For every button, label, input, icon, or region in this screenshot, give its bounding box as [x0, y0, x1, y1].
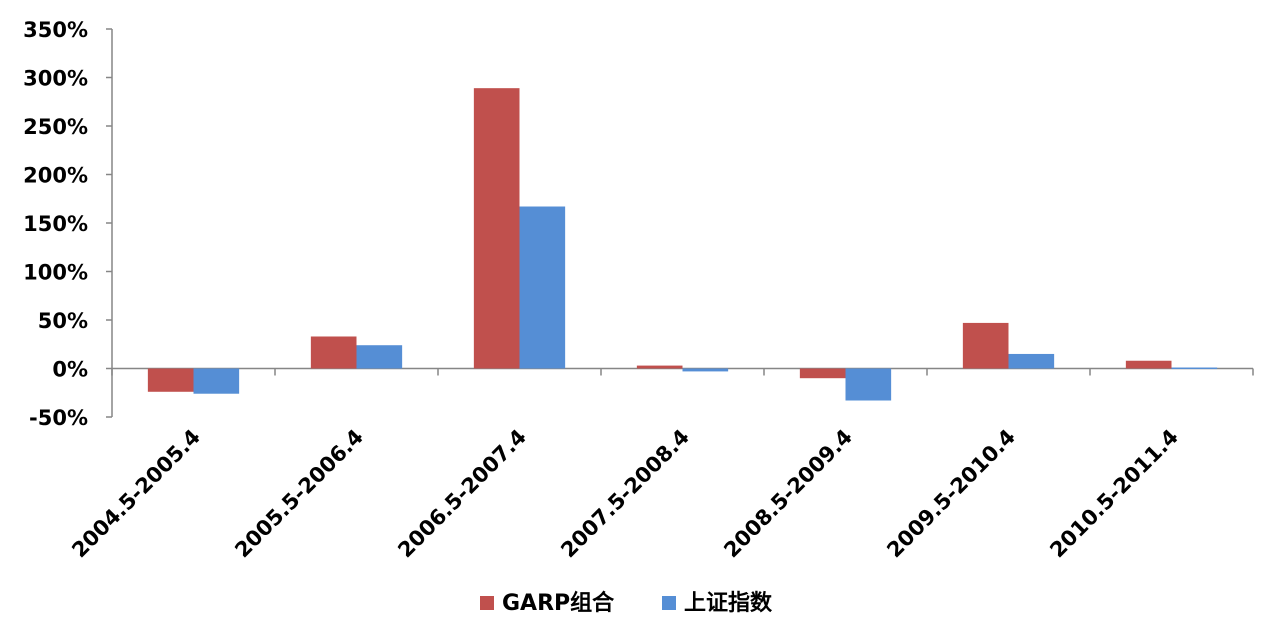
bar-shanghai-index: [1171, 367, 1218, 370]
bar-garp: [636, 365, 683, 369]
x-category-label: 2009.5-2010.4: [882, 425, 1020, 563]
bar-shanghai-index: [1008, 353, 1055, 369]
y-tick-label: 100%: [23, 261, 88, 285]
x-category-label: 2006.5-2007.4: [393, 425, 531, 563]
bar-garp: [1125, 360, 1172, 369]
x-category-label: 2010.5-2011.4: [1045, 425, 1183, 563]
bar-shanghai-index: [845, 368, 892, 401]
y-tick-label: 50%: [38, 309, 88, 333]
legend-swatch: [480, 596, 494, 610]
y-tick-label: 150%: [23, 212, 88, 236]
bar-shanghai-index: [519, 206, 566, 369]
y-tick-label: 200%: [23, 164, 88, 188]
legend-label: GARP组合: [502, 590, 615, 616]
x-category-label: 2005.5-2006.4: [230, 425, 368, 563]
bar-garp: [473, 88, 520, 369]
legend-label: 上证指数: [684, 590, 773, 616]
x-category-label: 2004.5-2005.4: [67, 425, 205, 563]
x-category-label: 2007.5-2008.4: [556, 425, 694, 563]
bar-garp: [799, 368, 846, 379]
x-category-label: 2008.5-2009.4: [719, 425, 857, 563]
y-tick-label: 300%: [23, 67, 88, 91]
bar-shanghai-index: [193, 368, 240, 394]
y-tick-label: 0%: [52, 358, 88, 382]
bar-garp: [962, 322, 1009, 369]
bar-garp: [310, 336, 357, 369]
bar-shanghai-index: [682, 368, 729, 372]
bar-shanghai-index: [356, 345, 403, 369]
legend-swatch: [662, 596, 676, 610]
y-tick-label: -50%: [29, 406, 88, 430]
bar-garp: [147, 368, 194, 392]
y-tick-label: 350%: [23, 18, 88, 42]
y-tick-label: 250%: [23, 115, 88, 139]
